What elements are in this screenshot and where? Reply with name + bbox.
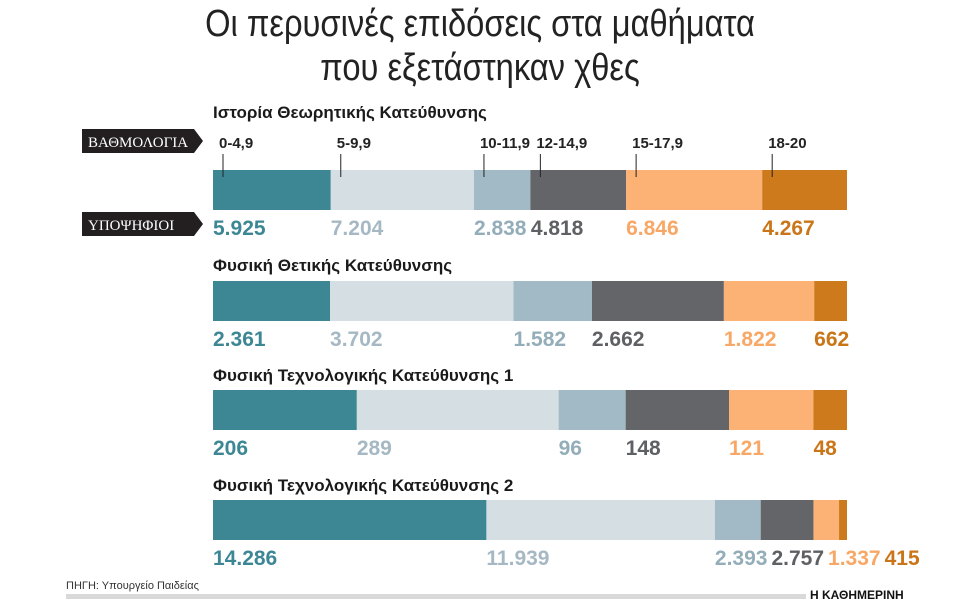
value-label: 2.757: [771, 547, 824, 570]
chart-title: Οι περυσινές επιδόσεις στα μαθήματα που …: [67, 2, 893, 90]
value-label: 7.204: [331, 217, 384, 240]
bar-segment: [813, 390, 847, 430]
series-title: Ιστορία Θεωρητικής Κατεύθυνσης: [213, 103, 487, 122]
value-label: 2.662: [592, 328, 645, 351]
bar-segment: [330, 281, 514, 321]
category-label: 15-17,9: [632, 135, 683, 152]
bar-segment: [839, 500, 847, 540]
series-title: Φυσική Τεχνολογικής Κατεύθυνσης 2: [213, 476, 513, 495]
value-label: 206: [213, 437, 248, 460]
category-label: 12-14,9: [536, 135, 587, 152]
bar-segment: [213, 500, 487, 540]
bar-segment: [473, 170, 531, 210]
series-title: Φυσική Θετικής Κατεύθυνσης: [213, 256, 452, 275]
value-label: 48: [813, 437, 837, 460]
bar-segment: [213, 281, 331, 321]
value-label: 4.267: [762, 217, 815, 240]
category-label: 10-11,9: [480, 135, 530, 152]
value-label: 2.393: [715, 547, 768, 570]
category-label: 5-9,9: [337, 135, 371, 152]
value-label: 14.286: [213, 547, 277, 570]
value-label: 121: [729, 437, 764, 460]
bar-segment: [626, 170, 763, 210]
category-label: 18-20: [768, 135, 806, 152]
value-label: 1.582: [514, 328, 567, 351]
bar-segment: [330, 170, 474, 210]
bar-segment: [762, 170, 847, 210]
bar-segment: [814, 281, 847, 321]
bar-segment: [591, 281, 724, 321]
chart-title-line-1: Οι περυσινές επιδόσεις στα μαθήματα: [205, 3, 755, 45]
bar-segment: [625, 390, 729, 430]
value-label: 1.822: [724, 328, 777, 351]
bar-segment: [728, 390, 814, 430]
value-label: 3.702: [330, 328, 383, 351]
value-label: 415: [885, 547, 920, 570]
bar-segment: [760, 500, 814, 540]
value-label: 2.361: [213, 328, 266, 351]
value-label: 96: [559, 437, 582, 460]
category-label: 0-4,9: [219, 135, 253, 152]
bar-segment: [356, 390, 559, 430]
bar-segment: [213, 390, 357, 430]
bar-segment: [513, 281, 592, 321]
bar-segment: [723, 281, 815, 321]
bar-segment: [213, 170, 331, 210]
footer-rule: [66, 594, 806, 599]
bar-segment: [714, 500, 761, 540]
bar-segment: [530, 170, 627, 210]
source-note: ΠΗΓΗ: Υπουργείο Παιδείας: [66, 580, 199, 592]
value-label: 289: [357, 437, 392, 460]
value-label: 11.939: [486, 547, 549, 570]
bar-segment: [813, 500, 840, 540]
series-title: Φυσική Τεχνολογικής Κατεύθυνσης 1: [213, 366, 513, 385]
bar-segment: [558, 390, 626, 430]
bar-segment: [486, 500, 715, 540]
value-label: 148: [626, 437, 661, 460]
candidates-tag-bg: [82, 212, 203, 236]
value-label: 1.337: [828, 547, 881, 570]
brand-logo: Η ΚΑΘΗΜΕΡΙΝΗ: [810, 588, 904, 600]
value-label: 662: [814, 328, 849, 351]
value-label: 2.838: [474, 217, 527, 240]
value-label: 6.846: [626, 217, 679, 240]
value-label: 5.925: [213, 217, 266, 240]
value-label: 4.818: [531, 217, 584, 240]
chart-title-line-2: που εξετάστηκαν χθες: [320, 47, 640, 89]
grades-tag-bg: [82, 129, 203, 153]
grades-tag: ΒΑΘΜΟΛΟΓΙΑ: [88, 135, 188, 151]
candidates-tag: ΥΠΟΨΗΦΙΟΙ: [88, 218, 174, 234]
